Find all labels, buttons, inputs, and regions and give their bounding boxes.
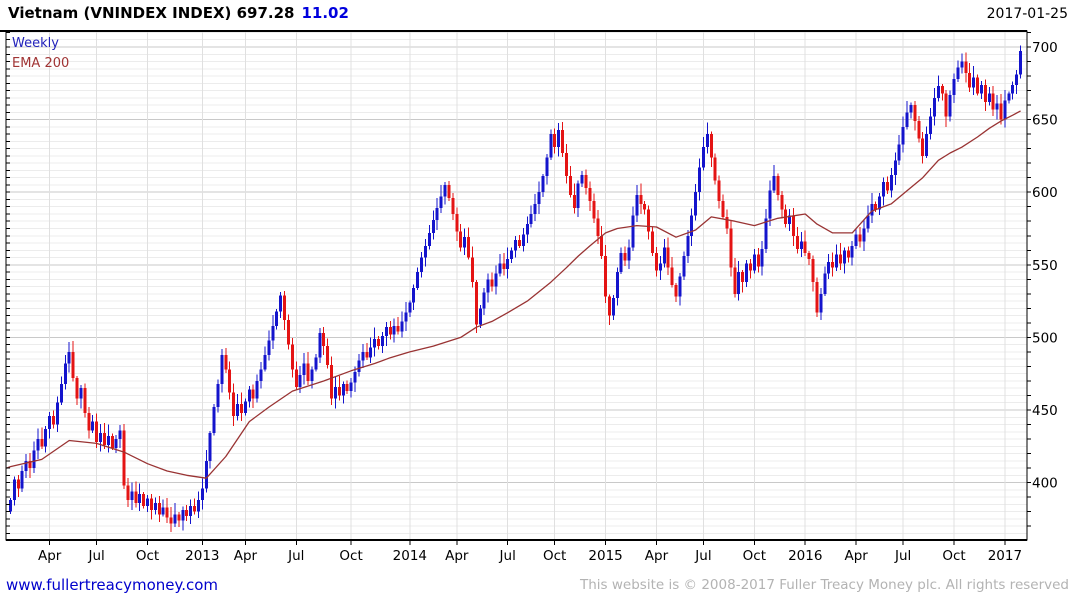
x-tick-label: Apr	[645, 548, 669, 564]
x-tick-label: 2014	[393, 548, 427, 564]
y-tick-label: 700	[1032, 40, 1058, 56]
chart-change-value: 11.02	[301, 4, 349, 22]
y-tick-label: 450	[1032, 403, 1058, 419]
x-axis-labels: Apr Jul Oct 2013 Apr Jul Oct 2014 Apr Jul Oct 2015 A…	[38, 540, 1022, 564]
y-axis-labels: 400 450 500 550 600 650 700	[1032, 40, 1058, 492]
copyright-text: This website is © 2008-2017 Fuller Treac…	[580, 576, 1069, 593]
legend-interval-label: Weekly	[12, 36, 59, 51]
x-tick-label: Jul	[87, 548, 104, 564]
x-tick-label: Apr	[38, 548, 62, 564]
x-tick-label: 2013	[185, 548, 219, 564]
x-tick-label: Jul	[287, 548, 304, 564]
chart-title: Vietnam (VNINDEX INDEX) 697.28	[8, 4, 295, 22]
y-tick-label: 400	[1032, 476, 1058, 492]
candles-layer	[9, 45, 1023, 533]
x-tick-label: Apr	[445, 548, 469, 564]
x-tick-label: Oct	[136, 548, 159, 564]
chart-header: Vietnam (VNINDEX INDEX) 697.28 11.02	[8, 4, 349, 22]
x-tick-label: Oct	[942, 548, 965, 564]
x-tick-label: Apr	[234, 548, 258, 564]
x-tick-label: Jul	[694, 548, 711, 564]
y-tick-label: 650	[1032, 113, 1058, 129]
x-tick-label: 2017	[988, 548, 1022, 564]
x-tick-label: 2015	[588, 548, 622, 564]
axes-layer	[0, 30, 1031, 541]
y-tick-label: 500	[1032, 330, 1058, 346]
price-chart-canvas[interactable]: 400 450 500 550 600 650 700 Apr Jul Oct 2013 Apr Jul…	[0, 0, 1075, 572]
chart-date: 2017-01-25	[986, 6, 1068, 22]
x-tick-label: 2016	[788, 548, 822, 564]
y-tick-label: 550	[1032, 258, 1058, 274]
site-link[interactable]: www.fullertreacymoney.com	[6, 575, 219, 594]
ema-line	[6, 110, 1021, 479]
x-tick-label: Apr	[844, 548, 868, 564]
legend-ema-label: EMA 200	[12, 56, 70, 71]
x-tick-label: Oct	[339, 548, 362, 564]
x-tick-label: Oct	[743, 548, 766, 564]
x-tick-label: Jul	[894, 548, 911, 564]
y-tick-label: 600	[1032, 185, 1058, 201]
footer-bar: www.fullertreacymoney.com This website i…	[0, 571, 1075, 598]
x-tick-label: Jul	[499, 548, 516, 564]
x-tick-label: Oct	[543, 548, 566, 564]
chart-legend: Weekly EMA 200	[12, 34, 69, 74]
grid-layer	[6, 31, 1027, 540]
